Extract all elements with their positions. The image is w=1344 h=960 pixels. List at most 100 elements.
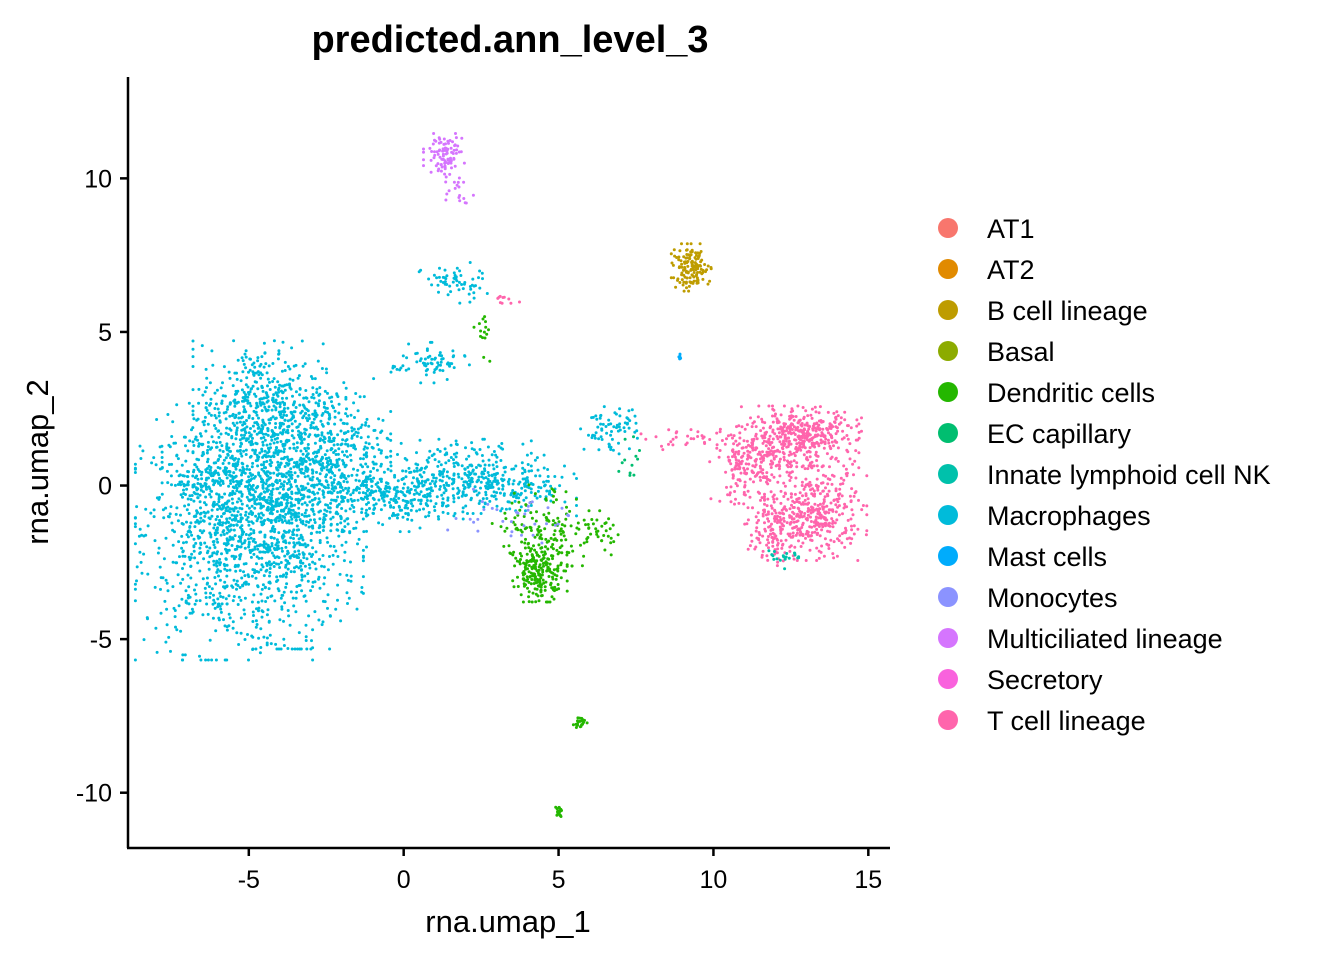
scatter-point [197, 442, 201, 446]
scatter-point [329, 517, 333, 521]
scatter-point [734, 497, 737, 501]
scatter-point [500, 442, 504, 445]
scatter-point [305, 416, 308, 420]
scatter-point [277, 562, 281, 566]
scatter-point [242, 449, 246, 453]
scatter-point [304, 523, 308, 527]
scatter-point [234, 457, 237, 460]
scatter-point [485, 332, 489, 336]
scatter-point [596, 535, 600, 539]
scatter-point [451, 487, 455, 491]
scatter-point [247, 540, 251, 544]
scatter-point [201, 613, 205, 617]
scatter-point [310, 555, 313, 558]
scatter-point [556, 583, 560, 586]
scatter-point [342, 422, 346, 425]
scatter-point [202, 557, 206, 561]
scatter-point [196, 477, 200, 481]
scatter-point [455, 443, 459, 447]
scatter-point [252, 614, 255, 617]
scatter-point [469, 287, 473, 291]
scatter-point [439, 463, 443, 467]
scatter-point [299, 449, 303, 453]
scatter-point [279, 647, 283, 651]
scatter-point [817, 423, 821, 427]
scatter-point [422, 507, 425, 511]
scatter-point [208, 492, 212, 496]
scatter-point [379, 488, 382, 491]
scatter-point [233, 565, 237, 569]
scatter-point [495, 482, 499, 486]
scatter-point [507, 482, 511, 486]
scatter-point [630, 408, 634, 412]
scatter-point [313, 441, 317, 445]
scatter-point [317, 404, 321, 408]
scatter-point [198, 569, 202, 573]
scatter-point [762, 475, 766, 479]
scatter-point [434, 476, 438, 480]
scatter-point [804, 409, 808, 413]
scatter-point [523, 512, 527, 516]
scatter-point [815, 527, 819, 531]
scatter-point [250, 512, 254, 516]
scatter-point [352, 427, 356, 431]
scatter-point [472, 487, 475, 491]
scatter-point [532, 566, 536, 570]
scatter-point [324, 486, 327, 490]
scatter-point [298, 560, 302, 564]
scatter-point [195, 465, 199, 469]
point-series-dendritic-cells [585, 521, 620, 545]
scatter-point [461, 483, 465, 487]
scatter-point [372, 498, 376, 501]
scatter-point [810, 416, 814, 420]
scatter-point [427, 277, 431, 281]
scatter-point [303, 514, 307, 518]
scatter-point [773, 432, 777, 436]
point-series-macrophages [389, 340, 471, 385]
scatter-point [622, 426, 626, 430]
scatter-point [231, 421, 235, 425]
scatter-point [306, 579, 310, 583]
scatter-point [849, 499, 853, 503]
scatter-point [586, 523, 590, 526]
scatter-point [198, 432, 202, 436]
scatter-point [310, 498, 314, 502]
scatter-point [823, 537, 827, 541]
scatter-point [252, 529, 256, 533]
scatter-point [391, 364, 395, 368]
scatter-point [311, 585, 315, 589]
scatter-point [244, 393, 248, 397]
scatter-point [844, 467, 848, 471]
scatter-point [532, 544, 535, 548]
scatter-point [349, 493, 353, 497]
scatter-point [192, 417, 196, 421]
scatter-point [768, 434, 772, 438]
scatter-point [219, 569, 222, 573]
scatter-point [152, 456, 156, 460]
scatter-point [219, 386, 223, 390]
scatter-point [365, 545, 368, 549]
scatter-point [272, 441, 276, 445]
scatter-point [824, 437, 828, 441]
scatter-point [404, 368, 408, 372]
scatter-point [749, 416, 752, 420]
scatter-point [235, 587, 238, 591]
scatter-point [280, 549, 284, 553]
scatter-point [289, 467, 293, 471]
scatter-point [460, 477, 464, 481]
scatter-point [487, 328, 490, 332]
scatter-point [790, 464, 793, 468]
scatter-point [479, 329, 483, 333]
scatter-point [759, 470, 763, 474]
scatter-point [286, 406, 290, 410]
scatter-point [268, 571, 272, 574]
scatter-point [436, 448, 440, 451]
scatter-point [166, 413, 170, 416]
scatter-point [282, 428, 286, 432]
scatter-point [230, 507, 234, 511]
scatter-point [164, 536, 168, 540]
scatter-point [144, 507, 148, 511]
scatter-point [251, 488, 255, 492]
scatter-point [194, 486, 198, 490]
scatter-point [267, 581, 271, 584]
